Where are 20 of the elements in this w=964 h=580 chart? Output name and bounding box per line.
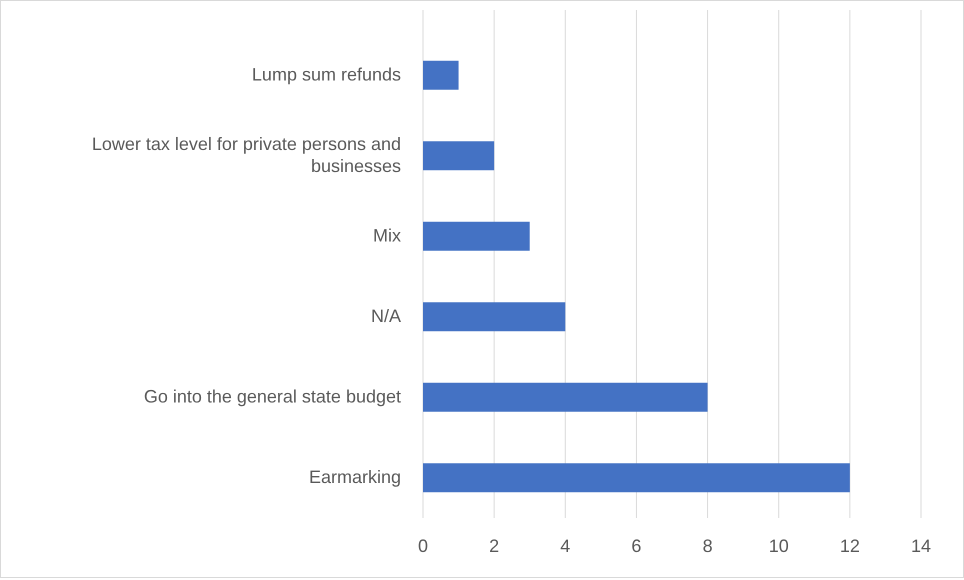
x-tick-label: 10 [768, 536, 789, 556]
bar [423, 141, 494, 170]
y-tick-label: Earmarking [308, 466, 401, 486]
y-tick-label: Lump sum refunds [252, 64, 401, 84]
y-tick-label: Go into the general state budget [144, 386, 401, 406]
x-tick-label: 2 [489, 536, 500, 556]
y-tick-label: N/A [370, 306, 401, 326]
y-tick-label: Mix [373, 225, 401, 245]
x-tick-label: 4 [560, 536, 570, 556]
x-tick-label: 6 [631, 536, 642, 556]
y-tick-label: Lower tax level for private persons and businesses [92, 134, 401, 176]
x-tick-label: 12 [840, 536, 860, 556]
x-tick-label: 0 [418, 536, 428, 556]
x-tick-label: 14 [910, 536, 932, 556]
x-tick-label: 8 [702, 536, 713, 556]
bar [423, 302, 566, 332]
bar [423, 60, 459, 90]
bar [423, 222, 530, 251]
bar [423, 463, 850, 492]
bar [423, 382, 708, 412]
